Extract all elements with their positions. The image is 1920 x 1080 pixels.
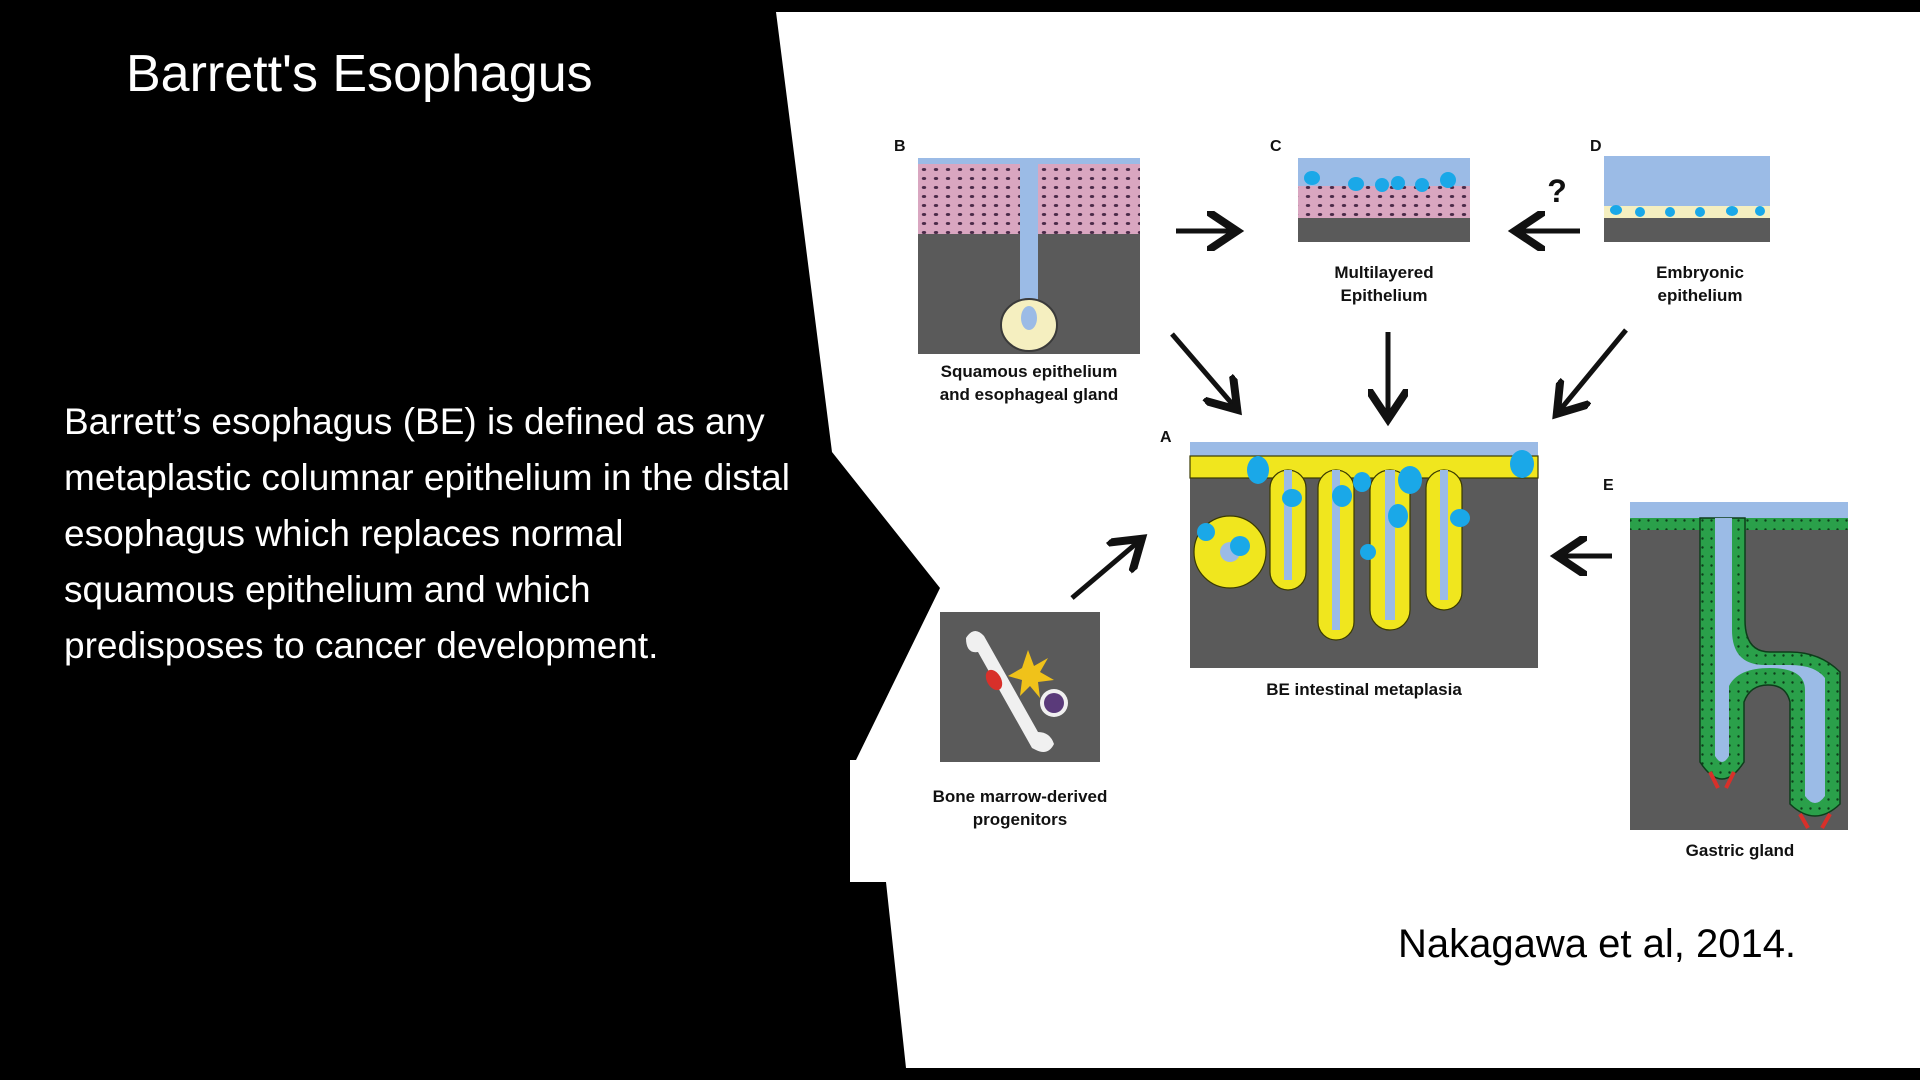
gastric-base-markers (1708, 771, 1832, 829)
embryonic-cells (1610, 205, 1765, 217)
panel-a: A BE intestinal metaplasia (1160, 429, 1539, 699)
question-mark: ? (1547, 173, 1567, 209)
panel-c-caption-1: Multilayered (1334, 263, 1433, 282)
arrow-d-to-a (1560, 328, 1628, 410)
panel-e-letter: E (1603, 477, 1614, 494)
be-origin-diagram: B Squamous epithelium and esophageal gla… (894, 138, 1848, 860)
panel-b: B Squamous epithelium and esophageal gla… (894, 138, 1140, 404)
panel-d-caption-1: Embryonic (1656, 263, 1744, 282)
progenitor-cell-icon (1008, 650, 1054, 698)
panel-e-caption: Gastric gland (1686, 841, 1795, 860)
slide-body-text: Barrett’s esophagus (BE) is defined as a… (64, 401, 790, 666)
panel-c-caption-2: Epithelium (1341, 286, 1428, 305)
goblet-cells (1304, 171, 1456, 192)
panel-c: C Multilayered Epithelium (1270, 138, 1470, 305)
bone-marrow-caption-1: Bone marrow-derived (933, 787, 1108, 806)
panel-bone-marrow: Bone marrow-derived progenitors (933, 612, 1108, 829)
bone-icon (966, 630, 1054, 752)
panel-d-letter: D (1590, 138, 1602, 155)
gland-duct (1020, 158, 1038, 308)
be-goblet-cells (1197, 450, 1534, 560)
panel-b-caption-2: and esophageal gland (940, 385, 1119, 404)
panel-d-caption-2: epithelium (1657, 286, 1742, 305)
panel-b-caption-1: Squamous epithelium (941, 362, 1118, 381)
panel-e: E Gastric gland (1603, 477, 1848, 860)
panel-a-caption: BE intestinal metaplasia (1266, 680, 1462, 699)
bone-marrow-caption-2: progenitors (973, 810, 1067, 829)
arrows (1070, 231, 1628, 600)
panel-c-letter: C (1270, 138, 1282, 155)
panel-a-letter: A (1160, 429, 1172, 446)
panel-b-letter: B (894, 138, 906, 155)
arrow-bone-marrow-to-a (1070, 542, 1138, 600)
citation: Nakagawa et al, 2014. (1398, 922, 1797, 966)
slide-title: Barrett's Esophagus (126, 45, 593, 103)
panel-d: D Embryonic epithelium (1590, 138, 1770, 305)
arrow-b-to-a (1170, 332, 1234, 406)
